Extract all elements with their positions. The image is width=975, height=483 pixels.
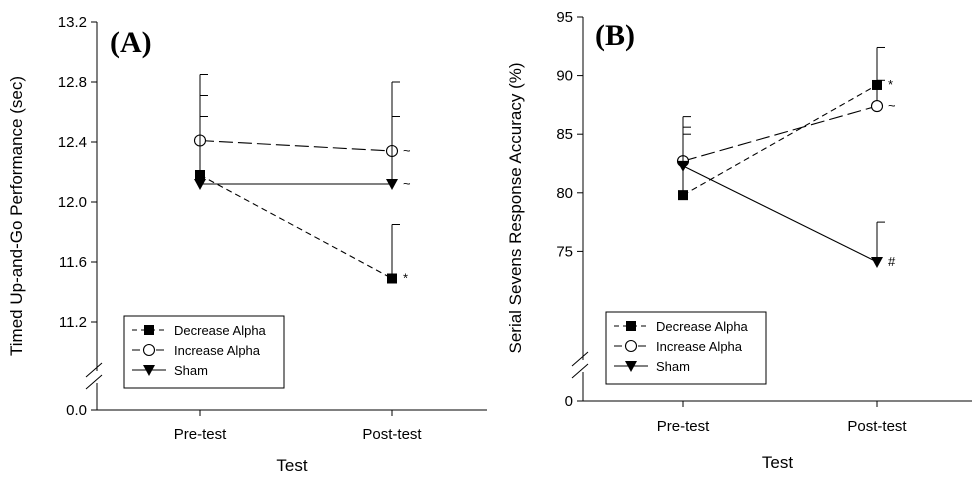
y-tick-label: 11.2 — [59, 314, 87, 331]
y-tick-label: 12.4 — [58, 134, 87, 151]
y-tick-label: 95 — [556, 9, 573, 26]
chart-panel-a: 13.2 12.8 12.4 12.0 11.6 11.2 0.0 Pre-test Post-… — [7, 14, 487, 475]
y-tick-label: 12.8 — [58, 74, 87, 91]
chart-panel-b: 95 90 85 80 75 0 Pre-test Post-test Test Serial S… — [506, 9, 972, 472]
legend-marker — [142, 343, 156, 357]
series-sham: # — [677, 133, 896, 269]
significance-mark: ~ — [403, 143, 411, 158]
legend: Decrease Alpha Increase Alpha Sham — [605, 311, 767, 385]
axis-break-mark — [85, 362, 103, 378]
data-point-marker — [870, 100, 884, 113]
y-tick-label-break: 0 — [565, 393, 573, 410]
series-line — [199, 139, 393, 152]
legend-marker — [626, 321, 636, 331]
y-axis-title: Timed Up-and-Go Performance (sec) — [7, 76, 26, 356]
y-tick-label: 75 — [556, 243, 573, 260]
significance-mark: ~ — [403, 176, 411, 191]
significance-mark: * — [888, 77, 893, 92]
data-point-marker — [678, 190, 688, 201]
series-line — [199, 174, 393, 279]
legend-label: Decrease Alpha — [174, 323, 267, 338]
x-tick-label: Post-test — [847, 418, 907, 435]
series-line — [682, 165, 878, 263]
x-tick-label: Pre-test — [174, 426, 227, 443]
series-increase-alpha: ~ — [193, 74, 411, 158]
series-sham: ~ — [194, 116, 411, 191]
y-tick-label: 85 — [556, 126, 573, 143]
series-decrease-alpha: * — [678, 46, 893, 201]
axis-break-mark — [571, 363, 589, 379]
y-axis-title: Serial Sevens Response Accuracy (%) — [506, 62, 525, 353]
y-tick-label: 90 — [556, 68, 573, 85]
y-tick-label-break: 0.0 — [66, 402, 87, 419]
data-point-marker — [871, 256, 883, 268]
data-point-marker — [387, 273, 397, 284]
legend-label: Increase Alpha — [174, 343, 261, 358]
x-tick-label: Pre-test — [657, 418, 710, 435]
legend-marker — [624, 339, 638, 353]
series-increase-alpha: ~ — [676, 79, 896, 168]
axis-break-mark — [85, 374, 103, 390]
legend-label: Sham — [174, 363, 208, 378]
significance-mark: * — [403, 271, 408, 286]
axis-break-mark — [571, 351, 589, 367]
significance-mark: # — [888, 254, 896, 269]
data-point-marker — [677, 160, 689, 172]
x-axis-title: Test — [762, 453, 793, 472]
legend-marker — [143, 365, 155, 376]
panel-label: (B) — [595, 19, 635, 52]
series-line — [682, 84, 878, 196]
y-tick-label: 12.0 — [58, 194, 87, 211]
y-tick-label: 11.6 — [59, 254, 87, 271]
data-point-marker — [386, 179, 398, 190]
legend-label: Increase Alpha — [656, 339, 743, 354]
x-tick-label: Post-test — [362, 426, 422, 443]
y-tick-label: 13.2 — [58, 14, 87, 31]
legend-label: Sham — [656, 359, 690, 374]
panel-label: (A) — [110, 26, 152, 59]
series-line — [682, 105, 878, 162]
legend-marker — [625, 361, 637, 372]
significance-mark: ~ — [888, 98, 896, 113]
data-point-marker — [194, 179, 206, 190]
legend-marker — [144, 325, 154, 335]
y-tick-label: 80 — [556, 185, 573, 202]
legend-label: Decrease Alpha — [656, 319, 749, 334]
series-decrease-alpha: * — [195, 95, 408, 286]
legend: Decrease Alpha Increase Alpha Sham — [123, 315, 285, 389]
x-axis-title: Test — [276, 456, 307, 475]
